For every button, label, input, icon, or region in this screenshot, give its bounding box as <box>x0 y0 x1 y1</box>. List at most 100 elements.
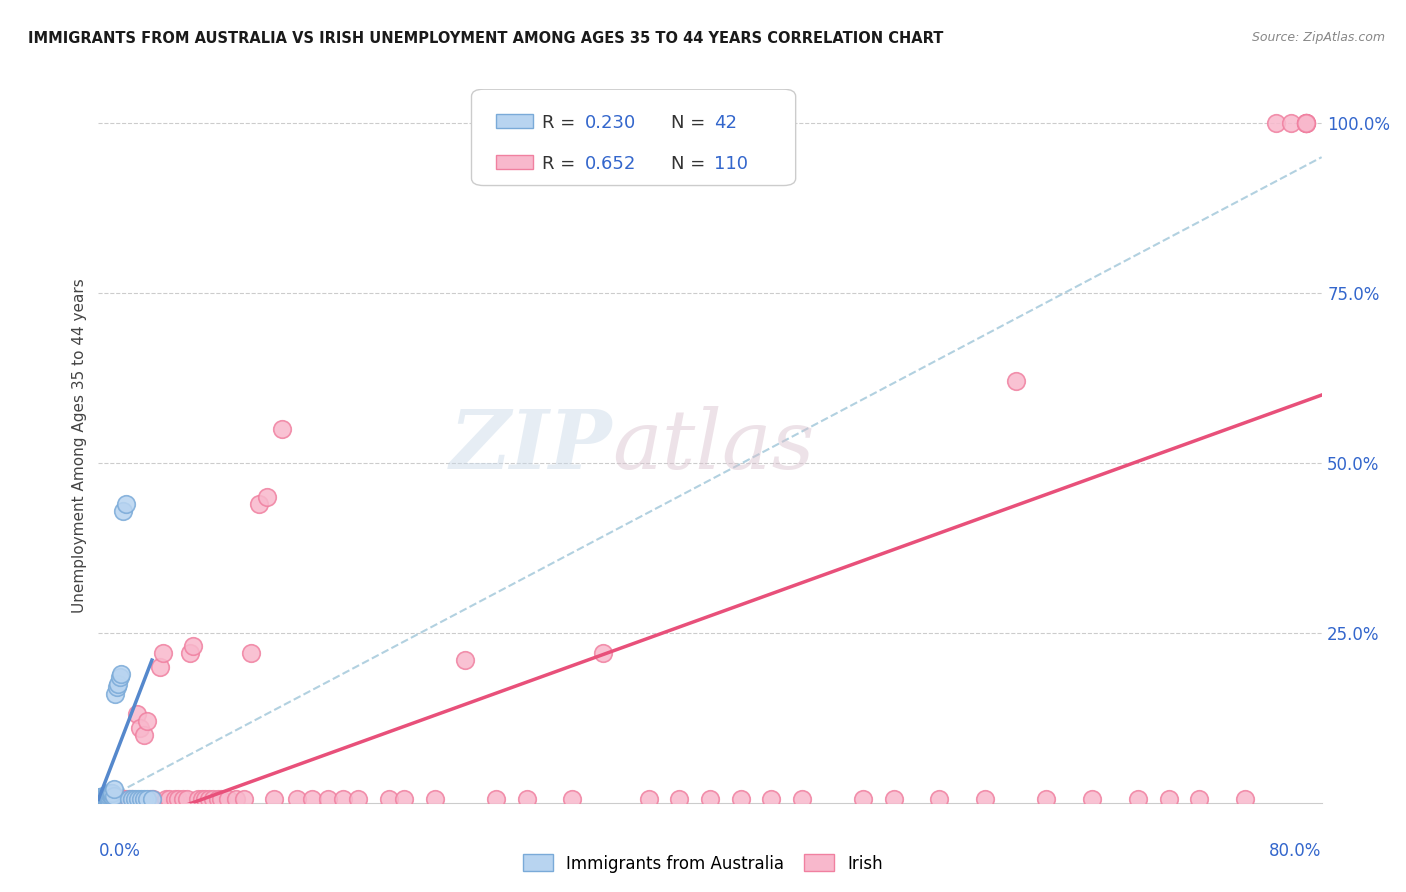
Point <box>121 792 143 806</box>
Point <box>118 792 141 806</box>
Point <box>100 786 122 800</box>
Point <box>197 792 219 806</box>
Point <box>128 721 150 735</box>
Point <box>94 789 117 803</box>
Point <box>187 792 209 806</box>
Point <box>89 792 111 806</box>
Point <box>91 792 114 806</box>
Point <box>94 792 117 806</box>
Text: N =: N = <box>671 113 711 132</box>
Point <box>90 792 112 806</box>
Point <box>89 792 111 806</box>
Point <box>247 497 270 511</box>
Point <box>217 792 239 806</box>
Point <box>1188 792 1211 806</box>
Point <box>730 792 752 806</box>
Point <box>94 792 117 806</box>
Point <box>111 503 134 517</box>
Point <box>98 792 121 806</box>
Point <box>301 792 323 806</box>
Point <box>90 792 112 806</box>
Point <box>118 792 141 806</box>
Point <box>101 792 124 806</box>
Point <box>852 792 875 806</box>
Point <box>89 792 111 806</box>
Point <box>176 792 198 806</box>
Point <box>93 792 115 806</box>
Point <box>152 646 174 660</box>
Point <box>285 792 308 806</box>
Point <box>97 792 120 806</box>
Point <box>101 789 124 803</box>
Point <box>136 792 159 806</box>
Point <box>90 792 112 806</box>
Point <box>90 792 112 806</box>
Point <box>179 646 201 660</box>
Point <box>139 792 162 806</box>
Point <box>110 792 132 806</box>
Point <box>699 792 721 806</box>
Point <box>974 792 997 806</box>
Text: R =: R = <box>543 113 582 132</box>
Point <box>121 792 143 806</box>
Point <box>928 792 950 806</box>
Point <box>181 640 204 654</box>
Point <box>97 792 120 806</box>
Point <box>347 792 370 806</box>
Point <box>149 660 172 674</box>
Point <box>263 792 285 806</box>
Text: 0.0%: 0.0% <box>98 842 141 860</box>
Point <box>225 792 247 806</box>
Point <box>103 792 125 806</box>
Point <box>105 792 128 806</box>
Point <box>1128 792 1150 806</box>
Point <box>1264 116 1286 130</box>
Point <box>98 786 121 800</box>
Point <box>668 792 690 806</box>
Point <box>97 790 120 805</box>
Point <box>1295 116 1317 130</box>
Point <box>91 789 114 803</box>
Point <box>172 792 194 806</box>
Point <box>93 792 115 806</box>
Point <box>103 792 125 806</box>
Text: 110: 110 <box>714 154 748 173</box>
Point <box>759 792 782 806</box>
Point <box>191 792 214 806</box>
Point <box>157 792 180 806</box>
Point <box>90 792 112 806</box>
Text: R =: R = <box>543 154 582 173</box>
Point <box>134 792 156 806</box>
Point <box>1295 116 1317 130</box>
Point <box>93 792 115 806</box>
Point <box>125 707 148 722</box>
Point <box>129 792 152 806</box>
Point <box>1295 116 1317 130</box>
Text: 80.0%: 80.0% <box>1270 842 1322 860</box>
Point <box>105 680 128 694</box>
Point <box>90 792 112 806</box>
Point <box>115 497 138 511</box>
Text: 0.652: 0.652 <box>585 154 637 173</box>
Point <box>94 790 117 805</box>
Point <box>1081 792 1104 806</box>
FancyBboxPatch shape <box>471 89 796 186</box>
Point <box>98 792 121 806</box>
Point <box>111 792 134 806</box>
Point <box>107 792 129 806</box>
Point <box>392 792 416 806</box>
Point <box>240 646 263 660</box>
Point <box>790 792 813 806</box>
Point <box>101 786 124 800</box>
Text: N =: N = <box>671 154 711 173</box>
Point <box>136 714 159 729</box>
Point <box>108 670 131 684</box>
Point <box>98 789 121 803</box>
Point <box>134 728 156 742</box>
Point <box>232 792 254 806</box>
Point <box>108 792 131 806</box>
Point <box>127 792 149 806</box>
Point <box>485 792 508 806</box>
Point <box>90 792 112 806</box>
Point <box>97 789 120 803</box>
